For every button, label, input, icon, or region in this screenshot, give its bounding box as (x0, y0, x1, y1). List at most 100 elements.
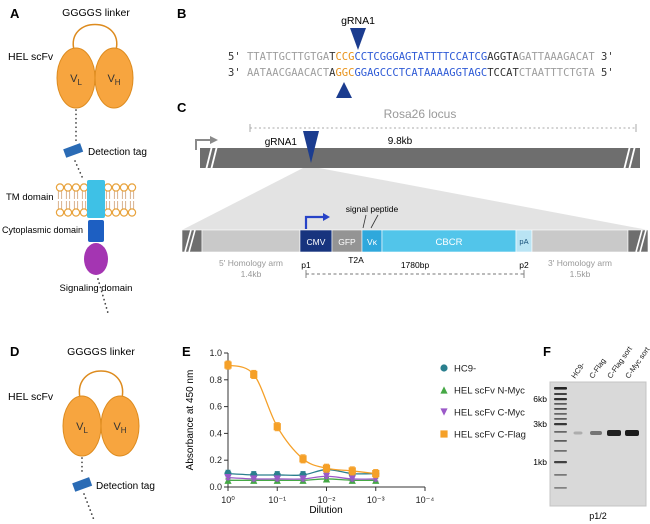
grna1-triangle-c (303, 131, 319, 163)
data-point (299, 475, 307, 483)
panel-a-label: A (10, 6, 20, 21)
connector-dots (74, 160, 84, 180)
signal-peptide-pointer (370, 214, 379, 229)
panel-b: B gRNA1 5' TTATTGCTTGTGATCCGCCTCGGGAGTAT… (177, 6, 614, 98)
gel-lane-label: C-Flag (587, 357, 607, 381)
detection-tag-label: Detection tag (88, 147, 147, 158)
data-point (250, 475, 258, 483)
sequence-segment: AATAACGAACACT (247, 67, 330, 79)
connector-dots (83, 493, 95, 521)
y-tick-label: 0.4 (209, 428, 222, 438)
ladder-band (554, 387, 567, 390)
sequence-segment: TCCAT (487, 67, 519, 79)
lipid-head (63, 183, 73, 192)
x-tick-label: 10⁻³ (367, 495, 385, 505)
sequence-segment: 5' (595, 67, 614, 79)
lipid-head (103, 183, 113, 192)
tm-domain-label: TM domain (6, 192, 54, 203)
insertion-fan (182, 168, 648, 230)
data-point (440, 386, 448, 394)
ladder-band (554, 418, 567, 420)
cmv-promoter-arrow (304, 215, 323, 229)
data-point (224, 361, 232, 369)
left-arm-size: 1.4kb (241, 269, 262, 279)
sequence-segment: TTATTGCTTGTGA (247, 51, 330, 63)
rosa26-bar (200, 148, 640, 168)
right-arm-size: 1.5kb (570, 269, 591, 279)
tm-domain-box (87, 180, 105, 218)
elisa-chart: 0.0 0.2 0.4 0.6 0.8 1.0 10⁰ 10⁻¹ 10⁻² 10⁻³ 10⁻⁴ (209, 348, 434, 505)
y-tick-label: 0.8 (209, 375, 222, 385)
signaling-domain-shape (84, 243, 108, 275)
sequence-segment: GGAGCCCTCATAAAAGGTAGC (354, 67, 487, 79)
sequence-segment: CTAATTTCTGTA (519, 67, 596, 79)
vh-domain (100, 395, 140, 457)
gel-caption: p1/2 (589, 511, 607, 521)
x-tick-label: 10⁻⁴ (416, 495, 435, 505)
sequence-segment: 3' (228, 67, 247, 79)
ladder-band (554, 423, 567, 426)
data-point (440, 430, 448, 438)
sequence-segment: CCG (335, 51, 354, 63)
grna1-cut-triangle-top (350, 28, 366, 50)
data-point (348, 475, 356, 483)
ladder-band (554, 474, 567, 476)
break-mark (628, 145, 636, 171)
pcr-band (607, 430, 621, 436)
cytoplasmic-domain-box (88, 220, 104, 242)
panel-e-label: E (182, 344, 191, 359)
data-point (440, 408, 448, 416)
ladder-band (554, 398, 567, 401)
y-tick-label: 0.2 (209, 455, 222, 465)
data-point (250, 370, 258, 379)
t2a-label: T2A (348, 255, 364, 265)
panel-c: C Rosa26 locus gRNA1 9.8kb CMV GFP Vκ CB… (177, 100, 649, 279)
data-point (348, 467, 356, 475)
linker-label: GGGGS linker (62, 7, 130, 19)
size-marker-6kb: 6kb (533, 394, 547, 404)
detection-tag-label: Detection tag (96, 481, 155, 492)
ladder-band (554, 487, 567, 489)
grna1-cut-triangle-bottom (336, 82, 352, 98)
grna1-label: gRNA1 (341, 15, 375, 27)
right-flank (627, 229, 649, 253)
left-arm-label: 5' Homology arm (219, 258, 283, 268)
ladder-band (554, 431, 567, 433)
cmv-promoter-arrowhead (323, 213, 330, 221)
scfv-label: HEL scFv (8, 391, 54, 403)
locus-size-label: 9.8kb (388, 136, 413, 147)
p1-label: p1 (301, 260, 311, 270)
sequence-segment: 5' (228, 51, 247, 63)
left-homology-arm (201, 229, 301, 253)
lipid-head (79, 208, 89, 217)
linker-loop (72, 23, 118, 51)
panel-e: E Absorbance at 450 nm Dilution 0.00.20.… (182, 344, 526, 516)
vl-label: VL (76, 421, 88, 435)
data-point (273, 423, 281, 431)
sequence-segment: GGC (335, 67, 354, 79)
pcr-band (590, 431, 602, 435)
break-mark (210, 145, 218, 171)
ladder-band (554, 440, 567, 442)
signaling-domain-label: Signaling domain (60, 283, 133, 294)
signal-peptide-pointer (362, 214, 367, 229)
y-tick-label: 0.0 (209, 482, 222, 492)
ladder-band (554, 393, 567, 395)
dna-strand-top: 5' TTATTGCTTGTGATCCGCCTCGGGAGTATTTTCCATC… (228, 51, 614, 63)
x-tick-label: 10⁰ (221, 495, 235, 505)
ladder-band (554, 461, 567, 464)
break-mark (623, 145, 631, 171)
data-point (322, 472, 331, 480)
cmv-label: CMV (307, 237, 326, 247)
x-tick-label: 10⁻¹ (268, 495, 286, 505)
promoter-arrow (195, 139, 210, 150)
insert-size-label: 1780bp (401, 260, 430, 270)
ladder-band (554, 408, 567, 410)
rosa26-title: Rosa26 locus (384, 107, 457, 121)
lipid-head (55, 208, 65, 217)
size-marker-3kb: 3kb (533, 419, 547, 429)
lipid-head (127, 183, 137, 192)
